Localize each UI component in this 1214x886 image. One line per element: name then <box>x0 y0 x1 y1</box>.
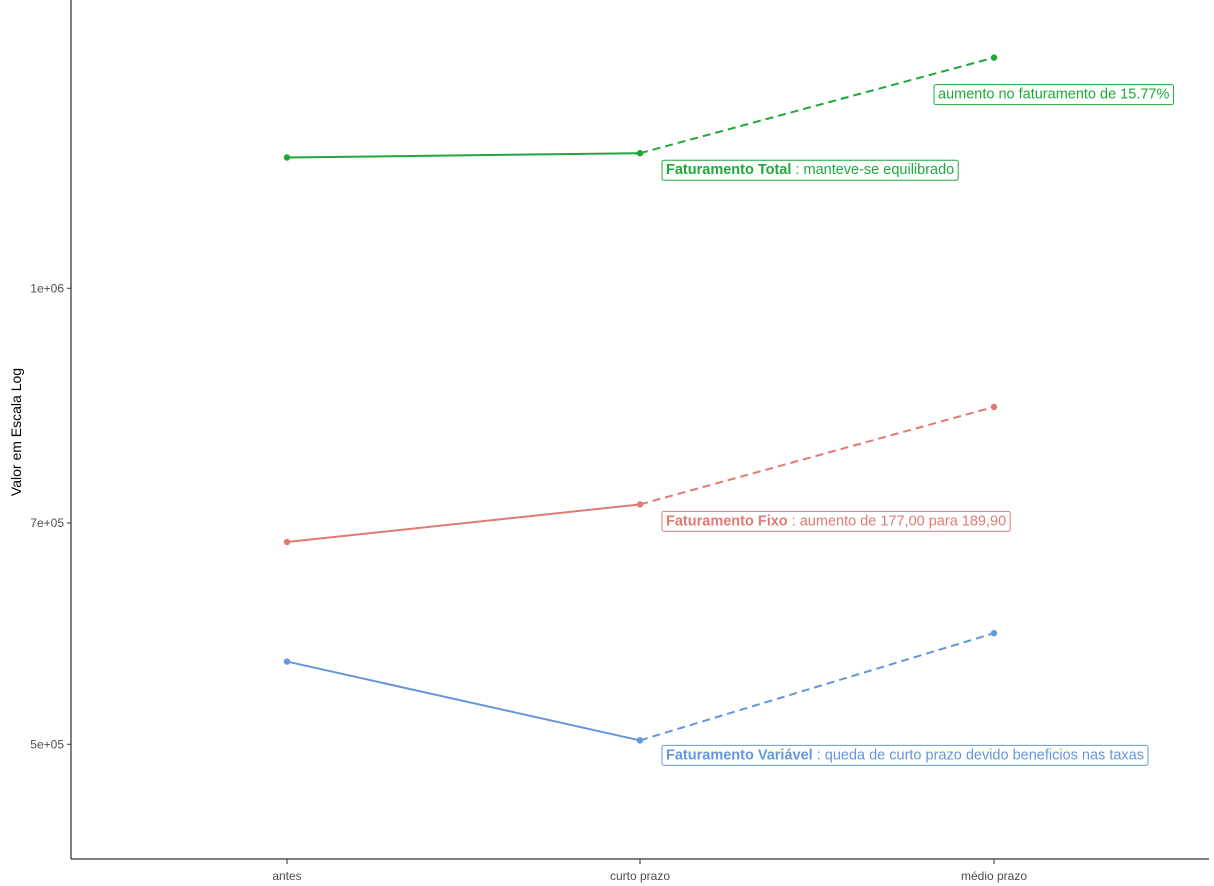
x-tick-label: antes <box>272 869 301 883</box>
annotation-box <box>661 159 959 181</box>
series-variavel-dashed-segment <box>639 632 995 742</box>
annotation-layer: aumento no faturamento de 15.77% Faturame… <box>661 84 1174 766</box>
series-fixo <box>283 403 998 546</box>
series-total-dashed-segment <box>639 56 995 155</box>
series-fixo-point <box>283 538 291 546</box>
annotation-box <box>661 744 1149 766</box>
series-fixo-point <box>990 403 998 411</box>
y-tick-label: 5e+05 <box>30 737 64 751</box>
annotation-bold-label: Faturamento Fixo <box>666 513 788 529</box>
series-fixo-point <box>636 501 644 508</box>
x-tick-label: médio prazo <box>961 869 1027 883</box>
series-total-point <box>283 154 291 161</box>
series-fixo-solid-segment <box>286 503 641 544</box>
annotation-bold-label: Faturamento Variável <box>666 747 813 763</box>
annotation-box <box>933 84 1174 106</box>
series-variavel-point <box>990 629 998 637</box>
annotation-total-growth: aumento no faturamento de 15.77% <box>933 84 1174 106</box>
series-variavel-point <box>636 737 644 744</box>
annotation-text: Faturamento Fixo : aumento de 177,00 par… <box>666 513 1006 529</box>
annotation-bold-label: Faturamento Total <box>666 162 791 178</box>
annotation-text: Faturamento Variável : queda de curto pr… <box>666 747 1144 763</box>
annotation-fixo: Faturamento Fixo : aumento de 177,00 par… <box>661 510 1011 532</box>
annotation-text: Faturamento Total : manteve-se equilibra… <box>666 162 954 178</box>
y-axis-label: Valor em Escala Log <box>8 368 24 496</box>
series-total-solid-segment <box>286 152 641 159</box>
x-tick-label: curto prazo <box>610 869 670 883</box>
series-variavel-solid-segment <box>286 660 641 742</box>
series-total-point <box>990 54 998 61</box>
series-total-point <box>636 149 644 157</box>
series-total <box>283 54 998 161</box>
annotation-box <box>661 510 1011 532</box>
series-variavel <box>283 629 998 744</box>
annotation-detail: : manteve-se equilibrado <box>791 162 954 178</box>
y-tick-label: 7e+05 <box>30 516 64 530</box>
y-ticks: 5e+05 7e+05 1e+06 <box>30 281 71 751</box>
annotation-detail: aumento no faturamento de 15.77% <box>938 87 1169 103</box>
series-variavel-point <box>283 658 291 665</box>
series-layer <box>283 54 998 744</box>
annotation-text: aumento no faturamento de 15.77% <box>938 87 1169 103</box>
annotation-detail: : queda de curto prazo devido beneficios… <box>813 747 1144 763</box>
annotation-variavel: Faturamento Variável : queda de curto pr… <box>661 744 1149 766</box>
annotation-total: Faturamento Total : manteve-se equilibra… <box>661 159 959 181</box>
y-tick-label: 1e+06 <box>30 281 64 295</box>
x-ticks: antes curto prazo médio prazo <box>272 859 1027 883</box>
annotation-detail: : aumento de 177,00 para 189,90 <box>788 513 1006 529</box>
series-fixo-dashed-segment <box>639 405 995 506</box>
